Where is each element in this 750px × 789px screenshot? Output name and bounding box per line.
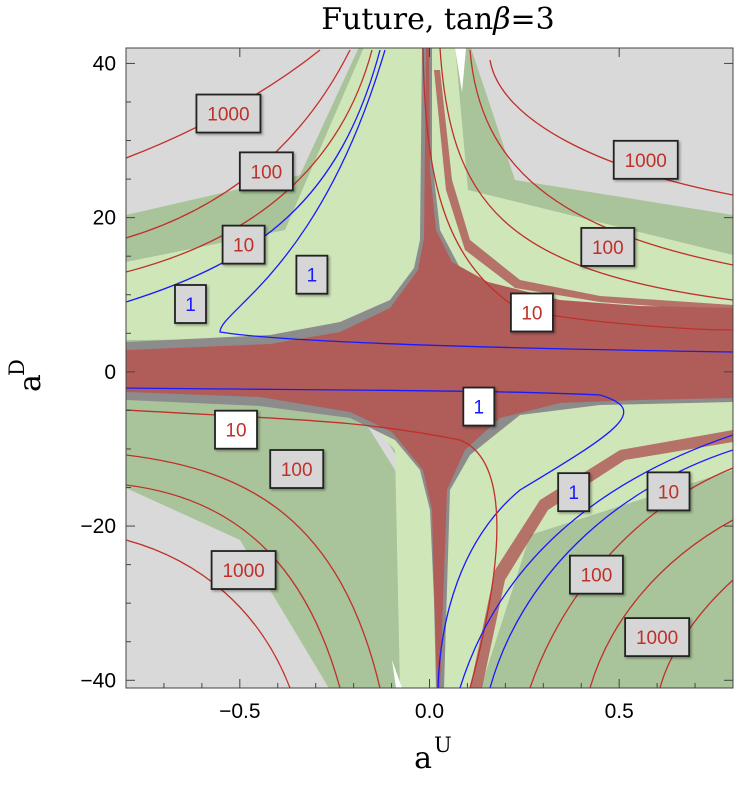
contour-label-100: 100 (580, 227, 636, 267)
contour-label-box (238, 151, 294, 192)
y-tick-label: −40 (80, 669, 116, 692)
contour-label-box (569, 554, 624, 595)
contour-line-10-upper-left (126, 49, 373, 273)
contour-label-text: 10 (658, 482, 679, 503)
y-tick-label: 40 (93, 52, 116, 75)
contour-label-text: 1000 (625, 151, 667, 172)
contour-label-text: 100 (581, 566, 613, 587)
y-tick-label: 20 (93, 207, 116, 230)
contour-label-text: 1 (474, 398, 485, 419)
contour-line-1-blue-lower-right-a (459, 434, 733, 688)
contour-label-1: 1 (462, 386, 496, 427)
contour-line-10-lower-left (126, 454, 381, 688)
contour-line-100-lower-right (589, 519, 733, 688)
x-tick-label: 0.5 (605, 700, 634, 723)
contour-label-10: 10 (646, 471, 691, 512)
contour-label-1: 1 (557, 472, 591, 513)
contour-line-1-blue-upper-left (126, 49, 381, 303)
contour-label-box (557, 472, 591, 513)
y-tick-label: −20 (80, 515, 116, 538)
contour-label-box (295, 254, 329, 295)
contour-label-100: 100 (238, 151, 294, 192)
contour-label-100: 100 (269, 449, 325, 489)
contour-label-text: 10 (233, 236, 254, 257)
contour-label-text: 1000 (636, 628, 678, 649)
contour-label-text: 10 (225, 421, 246, 442)
contour-label-1: 1 (174, 284, 207, 324)
contour-label-1000: 1000 (624, 617, 691, 658)
contour-label-box (580, 227, 636, 267)
contour-line-1-blue-upper-inner (219, 49, 733, 353)
red-allowed-region (126, 48, 733, 688)
contour-label-10: 10 (221, 224, 266, 265)
contour-label-box (462, 386, 496, 427)
x-tick-label: 0.0 (415, 700, 444, 723)
x-axis-title-sup: U (434, 733, 452, 757)
contour-label-box (174, 284, 207, 324)
contour-label-10: 10 (510, 292, 554, 333)
contour-label-text: 1 (307, 266, 318, 287)
contour-label-box (646, 471, 691, 512)
chart-title: Future, tanβ=3 (321, 2, 555, 37)
y-axis-title: a (13, 374, 48, 392)
contour-line-1-blue-lower-right-b (489, 449, 733, 688)
contour-label-100: 100 (569, 554, 624, 595)
x-tick-label: −0.5 (219, 700, 260, 723)
contour-label-box (214, 409, 258, 450)
contour-label-1000: 1000 (612, 139, 679, 180)
contour-label-box (221, 224, 266, 265)
contour-label-box (210, 550, 277, 590)
y-axis-title-sup: D (5, 359, 29, 376)
contour-label-text: 10 (521, 303, 542, 324)
contour-label-text: 1000 (222, 561, 264, 582)
contour-label-box (624, 617, 691, 658)
contour-line-1000-lower-left (126, 539, 291, 688)
contour-label-text: 100 (281, 460, 313, 481)
contour-label-box (612, 139, 679, 180)
contour-line-10-upper-right (439, 48, 733, 301)
contour-label-text: 1000 (207, 105, 249, 126)
contour-line-1-blue-lower (126, 387, 625, 688)
contour-label-text: 1 (568, 483, 579, 504)
contour-label-box (269, 449, 325, 489)
contour-label-box (195, 93, 262, 134)
white-gaps (392, 48, 466, 688)
y-tick-label: 0 (104, 361, 116, 384)
contour-label-text: 100 (251, 162, 283, 183)
contour-label-text: 100 (592, 238, 624, 259)
x-axis-title: a (414, 741, 432, 776)
contour-label-10: 10 (214, 409, 258, 450)
contour-label-text: 1 (185, 295, 196, 316)
contour-label-1000: 1000 (195, 93, 262, 134)
contour-label-1: 1 (295, 254, 329, 295)
contour-label-1000: 1000 (210, 550, 277, 590)
axis-ticks: −0.5 0.0 0.5 40 20 0 −20 −40 (80, 48, 734, 723)
contour-line-100-upper-right (469, 49, 733, 266)
contour-labels: 1000 100 10 1 1 1000 100 10 1 10 100 1000 1 10 100 1000 (174, 93, 691, 658)
contour-line-1000-upper-right (489, 59, 733, 196)
contour-label-box (510, 292, 554, 333)
